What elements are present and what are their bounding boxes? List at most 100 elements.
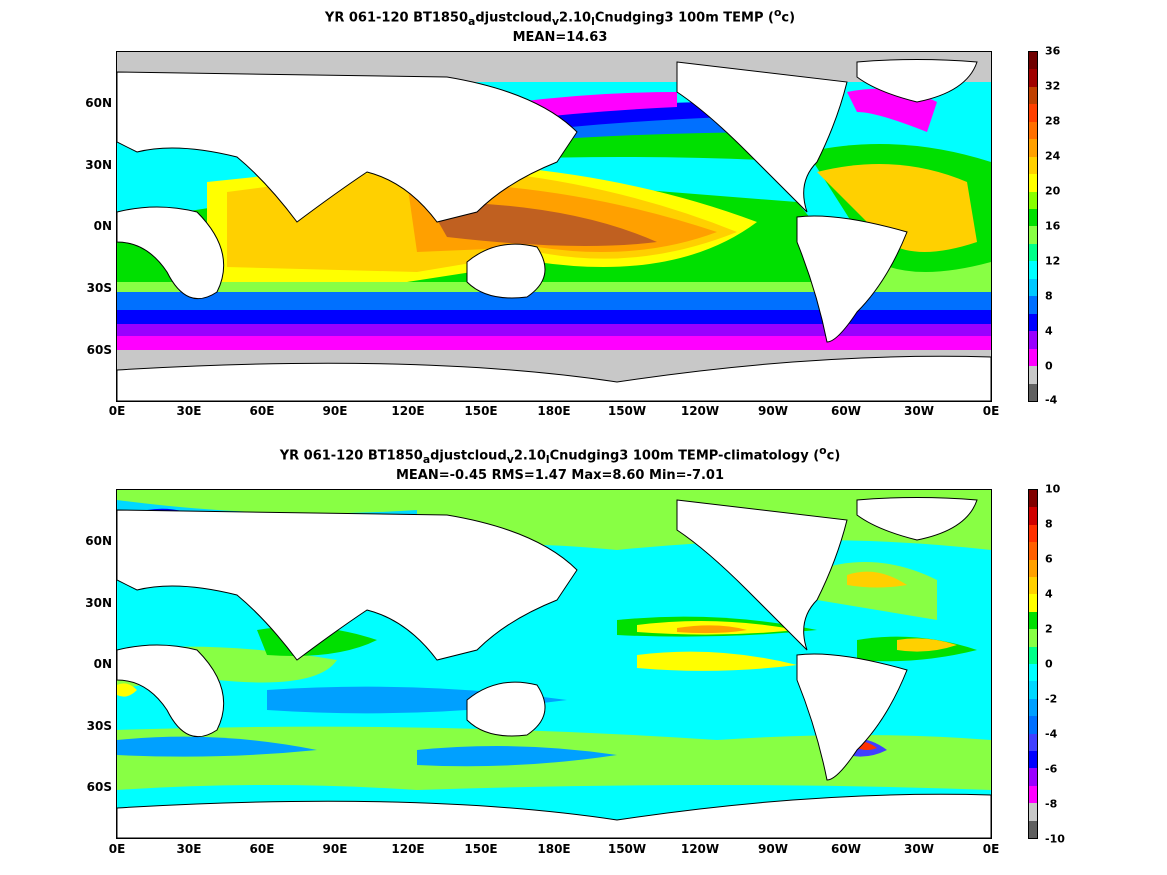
top-xtick: 0E (108, 404, 126, 418)
colorbar-swatch (1029, 278, 1037, 297)
colorbar-swatch (1029, 629, 1037, 647)
top-cb-label: 36 (1045, 44, 1061, 58)
colorbar-swatch (1029, 383, 1037, 401)
bottom-xtick: 30E (176, 842, 202, 856)
colorbar-swatch (1029, 820, 1037, 838)
top-colorbar (1028, 51, 1038, 402)
bottom-cb-label: 6 (1045, 552, 1053, 566)
colorbar-swatch (1029, 507, 1037, 525)
colorbar-swatch (1029, 331, 1037, 349)
colorbar-swatch (1029, 156, 1037, 175)
bottom-cb-label: -2 (1045, 692, 1058, 706)
colorbar-swatch (1029, 663, 1037, 682)
top-cb-label: 24 (1045, 149, 1061, 163)
top-xtick: 120W (680, 404, 720, 418)
top-xtick: 0E (982, 404, 1000, 418)
colorbar-swatch (1029, 803, 1037, 821)
colorbar-swatch (1029, 768, 1037, 786)
bottom-cb-label: 0 (1045, 657, 1053, 671)
colorbar-swatch (1029, 226, 1037, 244)
bottom-xtick: 30W (904, 842, 934, 856)
colorbar-swatch (1029, 489, 1037, 508)
top-ytick-0n: 0N (93, 219, 112, 233)
top-cb-label: 12 (1045, 254, 1061, 268)
colorbar-swatch (1029, 785, 1037, 804)
bottom-xtick: 0E (108, 842, 126, 856)
colorbar-swatch (1029, 559, 1037, 577)
colorbar-swatch (1029, 594, 1037, 612)
bottom-cb-label: 4 (1045, 587, 1053, 601)
top-cb-label: 16 (1045, 219, 1061, 233)
colorbar-swatch (1029, 716, 1037, 734)
bottom-xtick: 180E (537, 842, 571, 856)
colorbar-swatch (1029, 576, 1037, 595)
bottom-xtick: 0E (982, 842, 1000, 856)
bottom-xtick: 60E (249, 842, 275, 856)
top-xtick: 180E (537, 404, 571, 418)
colorbar-swatch (1029, 611, 1037, 630)
bottom-colorbar (1028, 489, 1038, 839)
bottom-title-line1: YR 061-120 BT1850adjustcloudv2.10lCnudgi… (279, 444, 841, 466)
bottom-cb-label: 10 (1045, 482, 1061, 496)
bottom-xtick: 90E (322, 842, 348, 856)
colorbar-swatch (1029, 104, 1037, 122)
colorbar-swatch (1029, 243, 1037, 262)
top-ytick-30n: 30N (85, 158, 112, 172)
top-xtick: 150W (607, 404, 647, 418)
bottom-xtick: 120E (391, 842, 425, 856)
colorbar-swatch (1029, 296, 1037, 314)
bottom-xtick: 150E (464, 842, 498, 856)
top-xtick: 120E (391, 404, 425, 418)
top-xtick: 30E (176, 404, 202, 418)
bottom-cb-label: -8 (1045, 797, 1058, 811)
top-xtick: 60W (831, 404, 861, 418)
colorbar-swatch (1029, 51, 1037, 70)
top-xtick: 90W (758, 404, 788, 418)
top-cb-label: -4 (1045, 393, 1058, 407)
bottom-map-field (117, 490, 991, 838)
colorbar-swatch (1029, 348, 1037, 367)
bottom-ytick-60s: 60S (86, 780, 112, 794)
bottom-xtick: 120W (680, 842, 720, 856)
bottom-xtick: 150W (607, 842, 647, 856)
top-ytick-60n: 60N (85, 96, 112, 110)
bottom-ytick-30s: 30S (86, 719, 112, 733)
colorbar-swatch (1029, 139, 1037, 157)
top-map (116, 51, 992, 402)
top-xtick: 90E (322, 404, 348, 418)
top-cb-label: 20 (1045, 184, 1061, 198)
colorbar-swatch (1029, 313, 1037, 332)
colorbar-swatch (1029, 750, 1037, 769)
colorbar-swatch (1029, 121, 1037, 140)
colorbar-swatch (1029, 366, 1037, 384)
top-cb-label: 0 (1045, 359, 1053, 373)
colorbar-swatch (1029, 209, 1037, 227)
colorbar-swatch (1029, 542, 1037, 560)
top-map-field (117, 52, 991, 401)
colorbar-swatch (1029, 524, 1037, 543)
top-cb-label: 4 (1045, 324, 1053, 338)
bottom-xtick: 90W (758, 842, 788, 856)
bottom-map (116, 489, 992, 839)
colorbar-swatch (1029, 86, 1037, 105)
colorbar-swatch (1029, 174, 1037, 192)
top-title-line1: YR 061-120 BT1850adjustcloudv2.10lCnudgi… (324, 6, 796, 28)
top-xtick: 30W (904, 404, 934, 418)
top-title-line2: MEAN=14.63 (512, 30, 608, 45)
top-ytick-60s: 60S (86, 343, 112, 357)
colorbar-swatch (1029, 261, 1037, 279)
top-ytick-30s: 30S (86, 281, 112, 295)
top-cb-label: 8 (1045, 289, 1053, 303)
bottom-xtick: 60W (831, 842, 861, 856)
bottom-title-line2: MEAN=-0.45 RMS=1.47 Max=8.60 Min=-7.01 (395, 468, 725, 483)
top-xtick: 150E (464, 404, 498, 418)
colorbar-swatch (1029, 191, 1037, 210)
top-xtick: 60E (249, 404, 275, 418)
bottom-cb-label: -6 (1045, 762, 1058, 776)
colorbar-swatch (1029, 733, 1037, 751)
top-cb-label: 28 (1045, 114, 1061, 128)
colorbar-swatch (1029, 698, 1037, 717)
bottom-ytick-0n: 0N (93, 657, 112, 671)
bottom-cb-label: -4 (1045, 727, 1058, 741)
bottom-ytick-60n: 60N (85, 534, 112, 548)
